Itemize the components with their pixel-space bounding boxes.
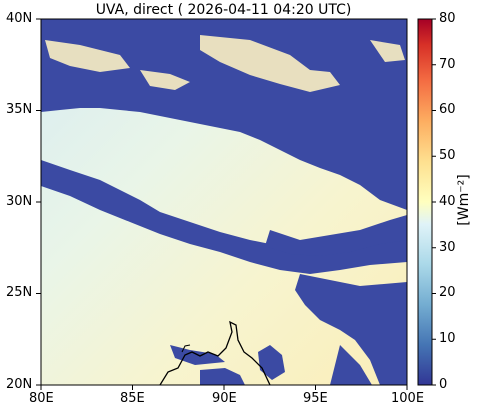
y-tick-label: 20N [6, 377, 33, 392]
colorbar-tick-label: 70 [439, 57, 456, 72]
colorbar-tick-label: 50 [439, 148, 456, 163]
colorbar [418, 19, 432, 385]
colorbar-tick-label: 30 [439, 240, 456, 255]
y-tick-label: 25N [6, 285, 33, 300]
colorbar-tick-label: 60 [439, 102, 456, 117]
x-tick-label: 80E [29, 391, 54, 406]
y-tick-marks [36, 18, 41, 386]
colorbar-tick-marks [432, 18, 436, 386]
clear-pockets [45, 35, 405, 92]
x-tick-label: 85E [120, 391, 145, 406]
y-tick-label: 30N [6, 194, 33, 209]
cloud-mask [41, 19, 407, 385]
colorbar-tick-label: 40 [439, 194, 456, 209]
x-tick-label: 90E [212, 391, 237, 406]
coastline-detail [181, 344, 191, 353]
y-tick-label: 40N [6, 11, 33, 26]
y-tick-label: 35N [6, 102, 33, 117]
x-tick-label: 95E [303, 391, 328, 406]
x-tick-marks [40, 385, 408, 390]
colorbar-tick-label: 20 [439, 285, 456, 300]
x-tick-label: 100E [391, 391, 425, 406]
map-title: UVA, direct ( 2026-04-11 04:20 UTC) [95, 2, 352, 18]
coastline [159, 320, 271, 385]
colorbar-tick-label: 10 [439, 331, 456, 346]
colorbar-tick-label: 0 [439, 377, 448, 392]
colorbar-tick-label: 80 [439, 11, 456, 26]
colorbar-unit-label: [Wm⁻²] [456, 174, 472, 226]
map-panel [41, 19, 407, 385]
